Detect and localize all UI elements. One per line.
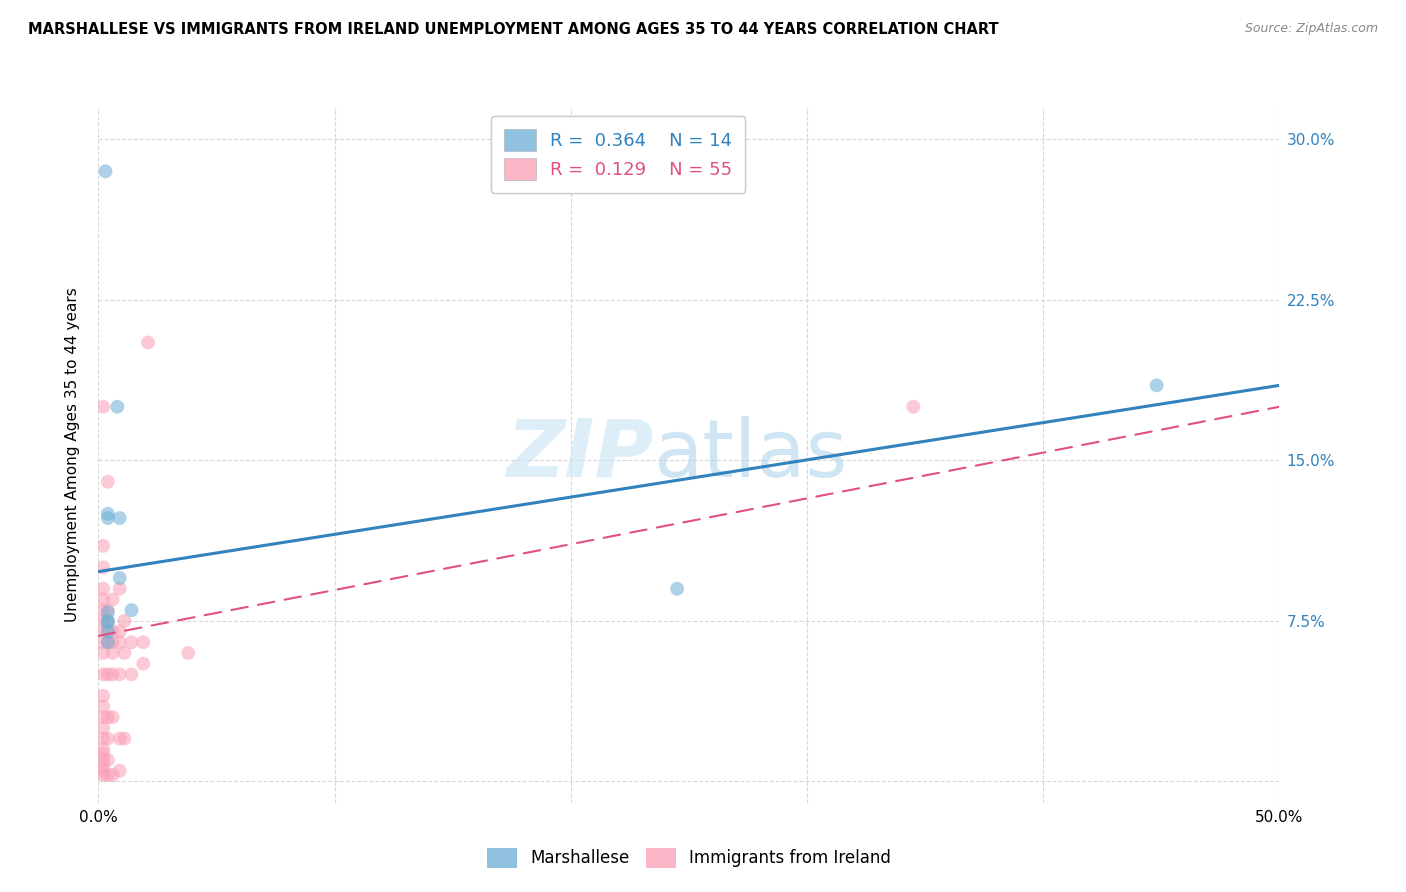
Point	[108, 635, 131, 649]
Point	[97, 624, 120, 639]
Point	[108, 511, 131, 525]
Text: atlas: atlas	[654, 416, 848, 494]
Point	[91, 667, 114, 681]
Point	[97, 615, 120, 630]
Point	[91, 721, 114, 735]
Point	[91, 592, 114, 607]
Point	[97, 635, 120, 649]
Point	[101, 635, 124, 649]
Point	[91, 635, 114, 649]
Point	[132, 657, 155, 671]
Point	[132, 635, 155, 649]
Point	[91, 582, 114, 596]
Point	[101, 667, 124, 681]
Point	[97, 614, 120, 628]
Point	[97, 603, 120, 617]
Point	[91, 699, 114, 714]
Point	[97, 710, 120, 724]
Point	[91, 710, 114, 724]
Point	[121, 635, 143, 649]
Point	[101, 710, 124, 724]
Point	[108, 582, 131, 596]
Text: ZIP: ZIP	[506, 416, 654, 494]
Point	[101, 592, 124, 607]
Point	[177, 646, 200, 660]
Point	[101, 646, 124, 660]
Point	[121, 603, 143, 617]
Point	[97, 667, 120, 681]
Point	[97, 768, 120, 782]
Text: Source: ZipAtlas.com: Source: ZipAtlas.com	[1244, 22, 1378, 36]
Point	[105, 400, 128, 414]
Point	[108, 731, 131, 746]
Point	[91, 400, 114, 414]
Point	[91, 742, 114, 756]
Point	[91, 764, 114, 778]
Point	[97, 605, 120, 619]
Point	[91, 759, 114, 773]
Point	[666, 582, 689, 596]
Legend: Marshallese, Immigrants from Ireland: Marshallese, Immigrants from Ireland	[479, 841, 898, 875]
Point	[121, 667, 143, 681]
Point	[97, 507, 120, 521]
Point	[91, 753, 114, 767]
Point	[108, 571, 131, 585]
Point	[1146, 378, 1168, 392]
Point	[97, 731, 120, 746]
Point	[91, 614, 114, 628]
Point	[91, 747, 114, 761]
Point	[91, 768, 114, 782]
Text: MARSHALLESE VS IMMIGRANTS FROM IRELAND UNEMPLOYMENT AMONG AGES 35 TO 44 YEARS CO: MARSHALLESE VS IMMIGRANTS FROM IRELAND U…	[28, 22, 998, 37]
Point	[91, 624, 114, 639]
Point	[91, 689, 114, 703]
Point	[108, 667, 131, 681]
Point	[101, 768, 124, 782]
Legend: R =  0.364    N = 14, R =  0.129    N = 55: R = 0.364 N = 14, R = 0.129 N = 55	[491, 116, 745, 193]
Point	[97, 511, 120, 525]
Point	[91, 646, 114, 660]
Point	[91, 560, 114, 574]
Point	[97, 635, 120, 649]
Point	[101, 624, 124, 639]
Point	[97, 614, 120, 628]
Point	[91, 731, 114, 746]
Point	[903, 400, 925, 414]
Point	[112, 614, 135, 628]
Point	[94, 164, 117, 178]
Point	[91, 603, 114, 617]
Point	[108, 624, 131, 639]
Point	[97, 624, 120, 639]
Point	[112, 646, 135, 660]
Point	[97, 475, 120, 489]
Point	[91, 539, 114, 553]
Y-axis label: Unemployment Among Ages 35 to 44 years: Unemployment Among Ages 35 to 44 years	[65, 287, 80, 623]
Point	[108, 764, 131, 778]
Point	[136, 335, 159, 350]
Point	[112, 731, 135, 746]
Point	[97, 753, 120, 767]
